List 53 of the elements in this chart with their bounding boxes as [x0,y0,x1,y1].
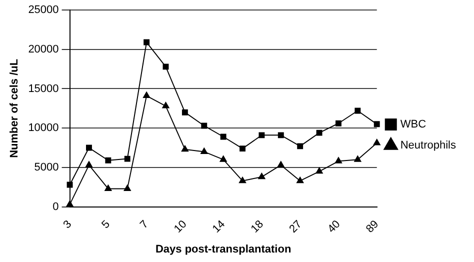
y-tick-label: 5000 [34,161,59,174]
x-tick-label: 3 [61,218,74,232]
legend-label: WBC [400,118,426,131]
y-tick-label: 20000 [28,43,59,56]
x-tick-label: 7 [138,218,151,232]
point [297,143,304,150]
legend-label: Neutrophils [400,140,456,152]
point [144,39,150,46]
x-axis-title: Days post-transplantation [155,243,292,256]
point [316,130,322,136]
point [104,184,112,191]
x-tick-label: 5 [100,218,112,232]
point [86,144,92,151]
x-tick-label: 40 [326,218,343,236]
y-axis-title: Number of cels /uL [8,58,21,158]
point [201,122,208,129]
x-tick-label: 18 [248,218,266,236]
point [354,156,362,162]
point [373,139,380,146]
point [162,102,170,108]
point [200,148,208,154]
point [240,146,246,152]
point [105,157,112,164]
x-tick-label: 27 [287,218,304,236]
point [354,108,361,114]
point [143,92,150,98]
x-tick-label: 10 [172,218,190,236]
point [124,156,130,162]
point [336,120,342,126]
point [220,134,226,140]
y-tick-label: 25000 [28,4,59,16]
x-tick-label: 14 [210,218,228,236]
y-tick-label: 0 [52,200,59,213]
point [334,157,342,164]
point [374,121,380,128]
point [66,182,73,188]
y-tick-label: 10000 [28,122,59,134]
point [220,156,227,162]
point [278,132,284,138]
y-tick-label: 15000 [28,82,59,95]
point [296,176,304,184]
point [316,167,323,174]
point [182,109,188,116]
point [124,184,131,191]
point [277,161,284,168]
point [162,64,169,70]
point [238,176,246,184]
point [85,161,93,168]
point [181,145,188,152]
x-tick-label: 89 [364,218,382,236]
point [258,172,266,180]
point [66,200,74,207]
point [258,132,265,138]
